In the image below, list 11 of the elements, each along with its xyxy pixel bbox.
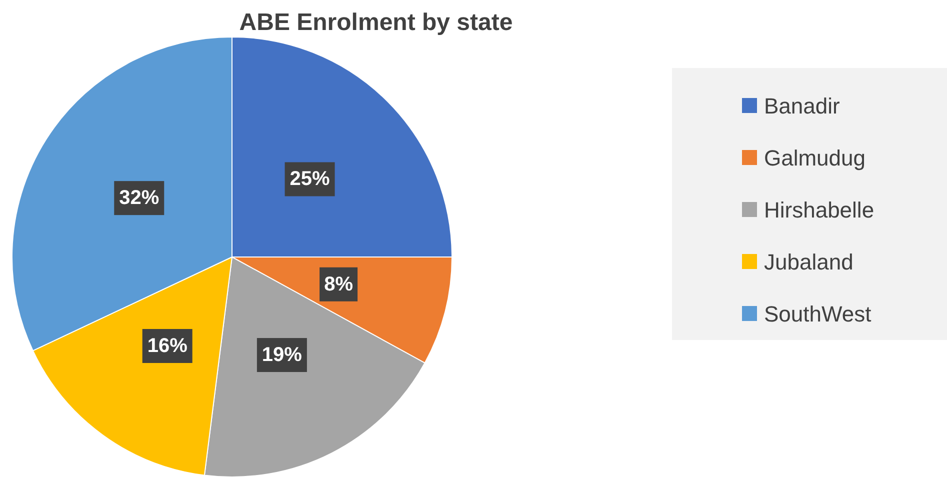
data-label: 25% xyxy=(290,168,330,190)
data-label: 8% xyxy=(324,273,354,296)
legend-label: Galmudug xyxy=(764,146,866,170)
chart-title: ABE Enrolment by state xyxy=(239,9,513,36)
legend-label: Jubaland xyxy=(764,250,854,274)
data-label: 19% xyxy=(262,344,302,366)
data-label: 32% xyxy=(119,187,160,210)
legend-label: Hirshabelle xyxy=(764,198,874,222)
legend-label: Banadir xyxy=(764,94,840,118)
data-label: 16% xyxy=(147,334,188,357)
legend-label: SouthWest xyxy=(764,302,872,326)
